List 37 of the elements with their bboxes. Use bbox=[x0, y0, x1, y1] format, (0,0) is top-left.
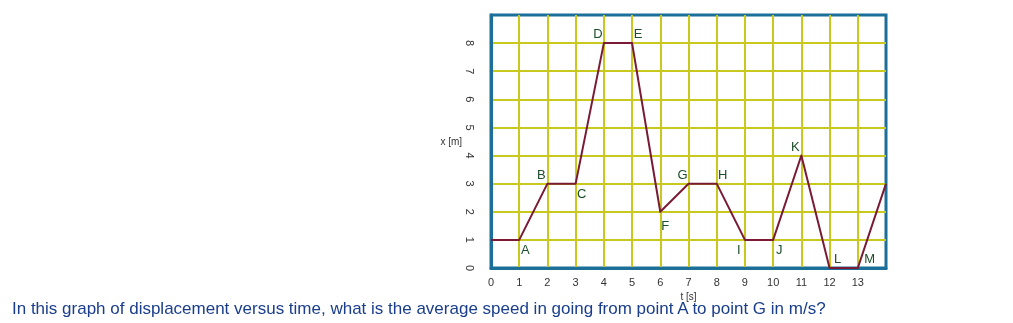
x-tick-label: 4 bbox=[600, 275, 607, 288]
annotation: D bbox=[593, 26, 603, 42]
x-tick-label: 5 bbox=[629, 275, 636, 288]
x-tick-label: 6 bbox=[657, 275, 664, 288]
x-tick-label: 11 bbox=[795, 275, 808, 288]
x-tick-label: 9 bbox=[741, 275, 748, 288]
y-tick-label: 8 bbox=[463, 40, 476, 47]
x-tick-label: 10 bbox=[767, 275, 780, 288]
annotation: M bbox=[864, 251, 876, 266]
y-tick-label: 4 bbox=[463, 152, 476, 159]
annotation: F bbox=[661, 217, 670, 233]
annotation: A bbox=[520, 241, 530, 257]
x-tick-label: 8 bbox=[713, 275, 720, 288]
y-tick-label: 3 bbox=[463, 180, 476, 187]
y-tick-label: 7 bbox=[463, 68, 476, 75]
annotation: H bbox=[718, 166, 728, 182]
x-tick-label: 0 bbox=[487, 275, 495, 288]
y-tick-label: 0 bbox=[463, 264, 476, 272]
y-tick-label: 5 bbox=[463, 124, 476, 131]
y-tick-label: 6 bbox=[463, 96, 476, 103]
x-tick-label: 2 bbox=[544, 275, 551, 288]
annotation: I bbox=[737, 241, 741, 257]
x-tick-label: 7 bbox=[685, 275, 692, 288]
y-tick-label: 2 bbox=[463, 208, 476, 215]
x-tick-label: 3 bbox=[572, 275, 579, 288]
x-tick-label: 1 bbox=[516, 275, 523, 288]
annotation: L bbox=[833, 251, 842, 266]
annotation: K bbox=[791, 138, 801, 154]
y-axis-title: x [m] bbox=[440, 136, 463, 147]
annotation: G bbox=[677, 166, 688, 182]
annotation: E bbox=[633, 26, 643, 42]
annotation: B bbox=[537, 166, 546, 182]
annotation: J bbox=[775, 241, 783, 257]
x-tick-label: 13 bbox=[851, 275, 864, 288]
x-tick-label: 12 bbox=[823, 275, 836, 288]
annotation: C bbox=[576, 185, 587, 201]
y-tick-label: 1 bbox=[463, 236, 476, 243]
